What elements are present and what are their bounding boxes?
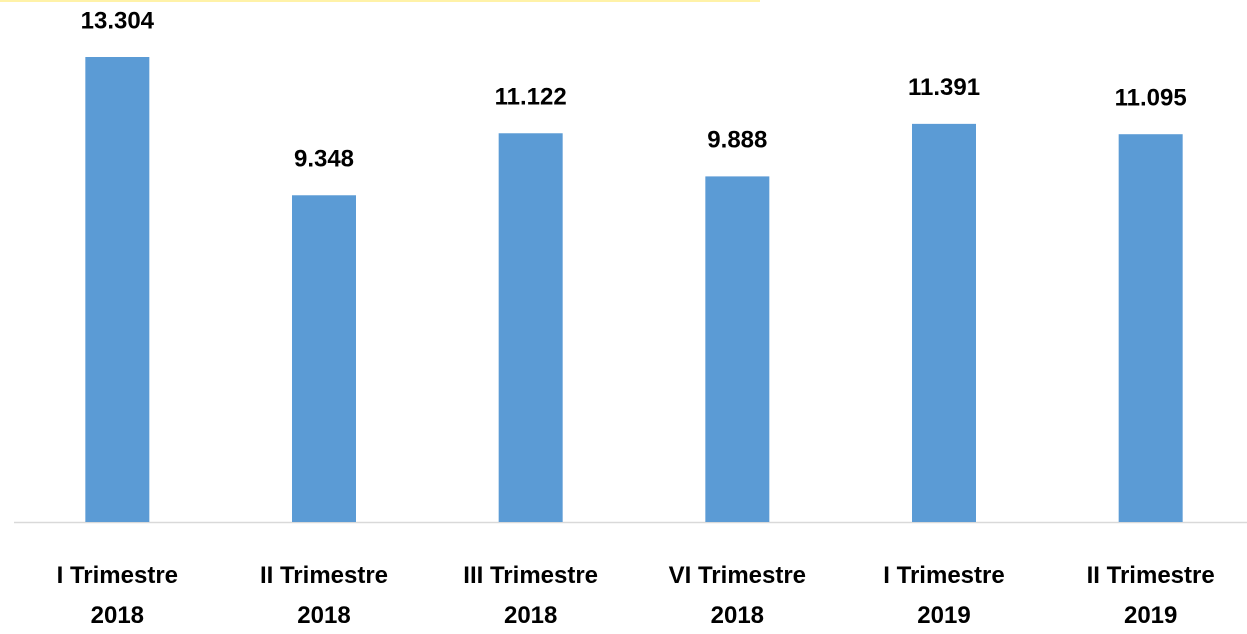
value-label: 11.095	[1115, 85, 1187, 112]
bar	[292, 195, 356, 522]
bar	[85, 57, 150, 522]
x-tick-line: 2018	[711, 602, 764, 629]
x-tick-label: I Trimestre 2018	[57, 562, 178, 629]
x-tick-line: I Trimestre	[57, 562, 178, 589]
x-tick-label: I Trimestre 2019	[883, 562, 1004, 629]
x-tick-line: II Trimestre	[260, 562, 388, 589]
x-tick-line: 2019	[1124, 602, 1177, 629]
bar	[1118, 134, 1183, 522]
bar	[498, 133, 563, 523]
x-tick-label: II Trimestre 2018	[260, 562, 388, 629]
x-tick-line: 2018	[91, 602, 144, 629]
x-tick-label: II Trimestre 2019	[1087, 562, 1215, 629]
x-tick-line: VI Trimestre	[669, 562, 806, 589]
x-tick-line: I Trimestre	[883, 562, 1004, 589]
bar	[912, 123, 976, 522]
x-tick-line: III Trimestre	[463, 562, 598, 589]
x-tick-label: III Trimestre 2018	[463, 562, 598, 629]
x-tick-label: VI Trimestre 2018	[669, 562, 806, 629]
x-tick-line: II Trimestre	[1087, 562, 1215, 589]
value-label: 11.122	[495, 84, 567, 111]
x-tick-line: 2018	[504, 602, 557, 629]
value-label: 11.391	[908, 74, 980, 101]
x-tick-line: 2018	[297, 602, 350, 629]
bar	[705, 176, 770, 522]
value-label: 9.348	[294, 146, 354, 173]
x-tick-line: 2019	[917, 602, 970, 629]
value-label: 9.888	[707, 127, 767, 154]
value-label: 13.304	[81, 7, 155, 34]
